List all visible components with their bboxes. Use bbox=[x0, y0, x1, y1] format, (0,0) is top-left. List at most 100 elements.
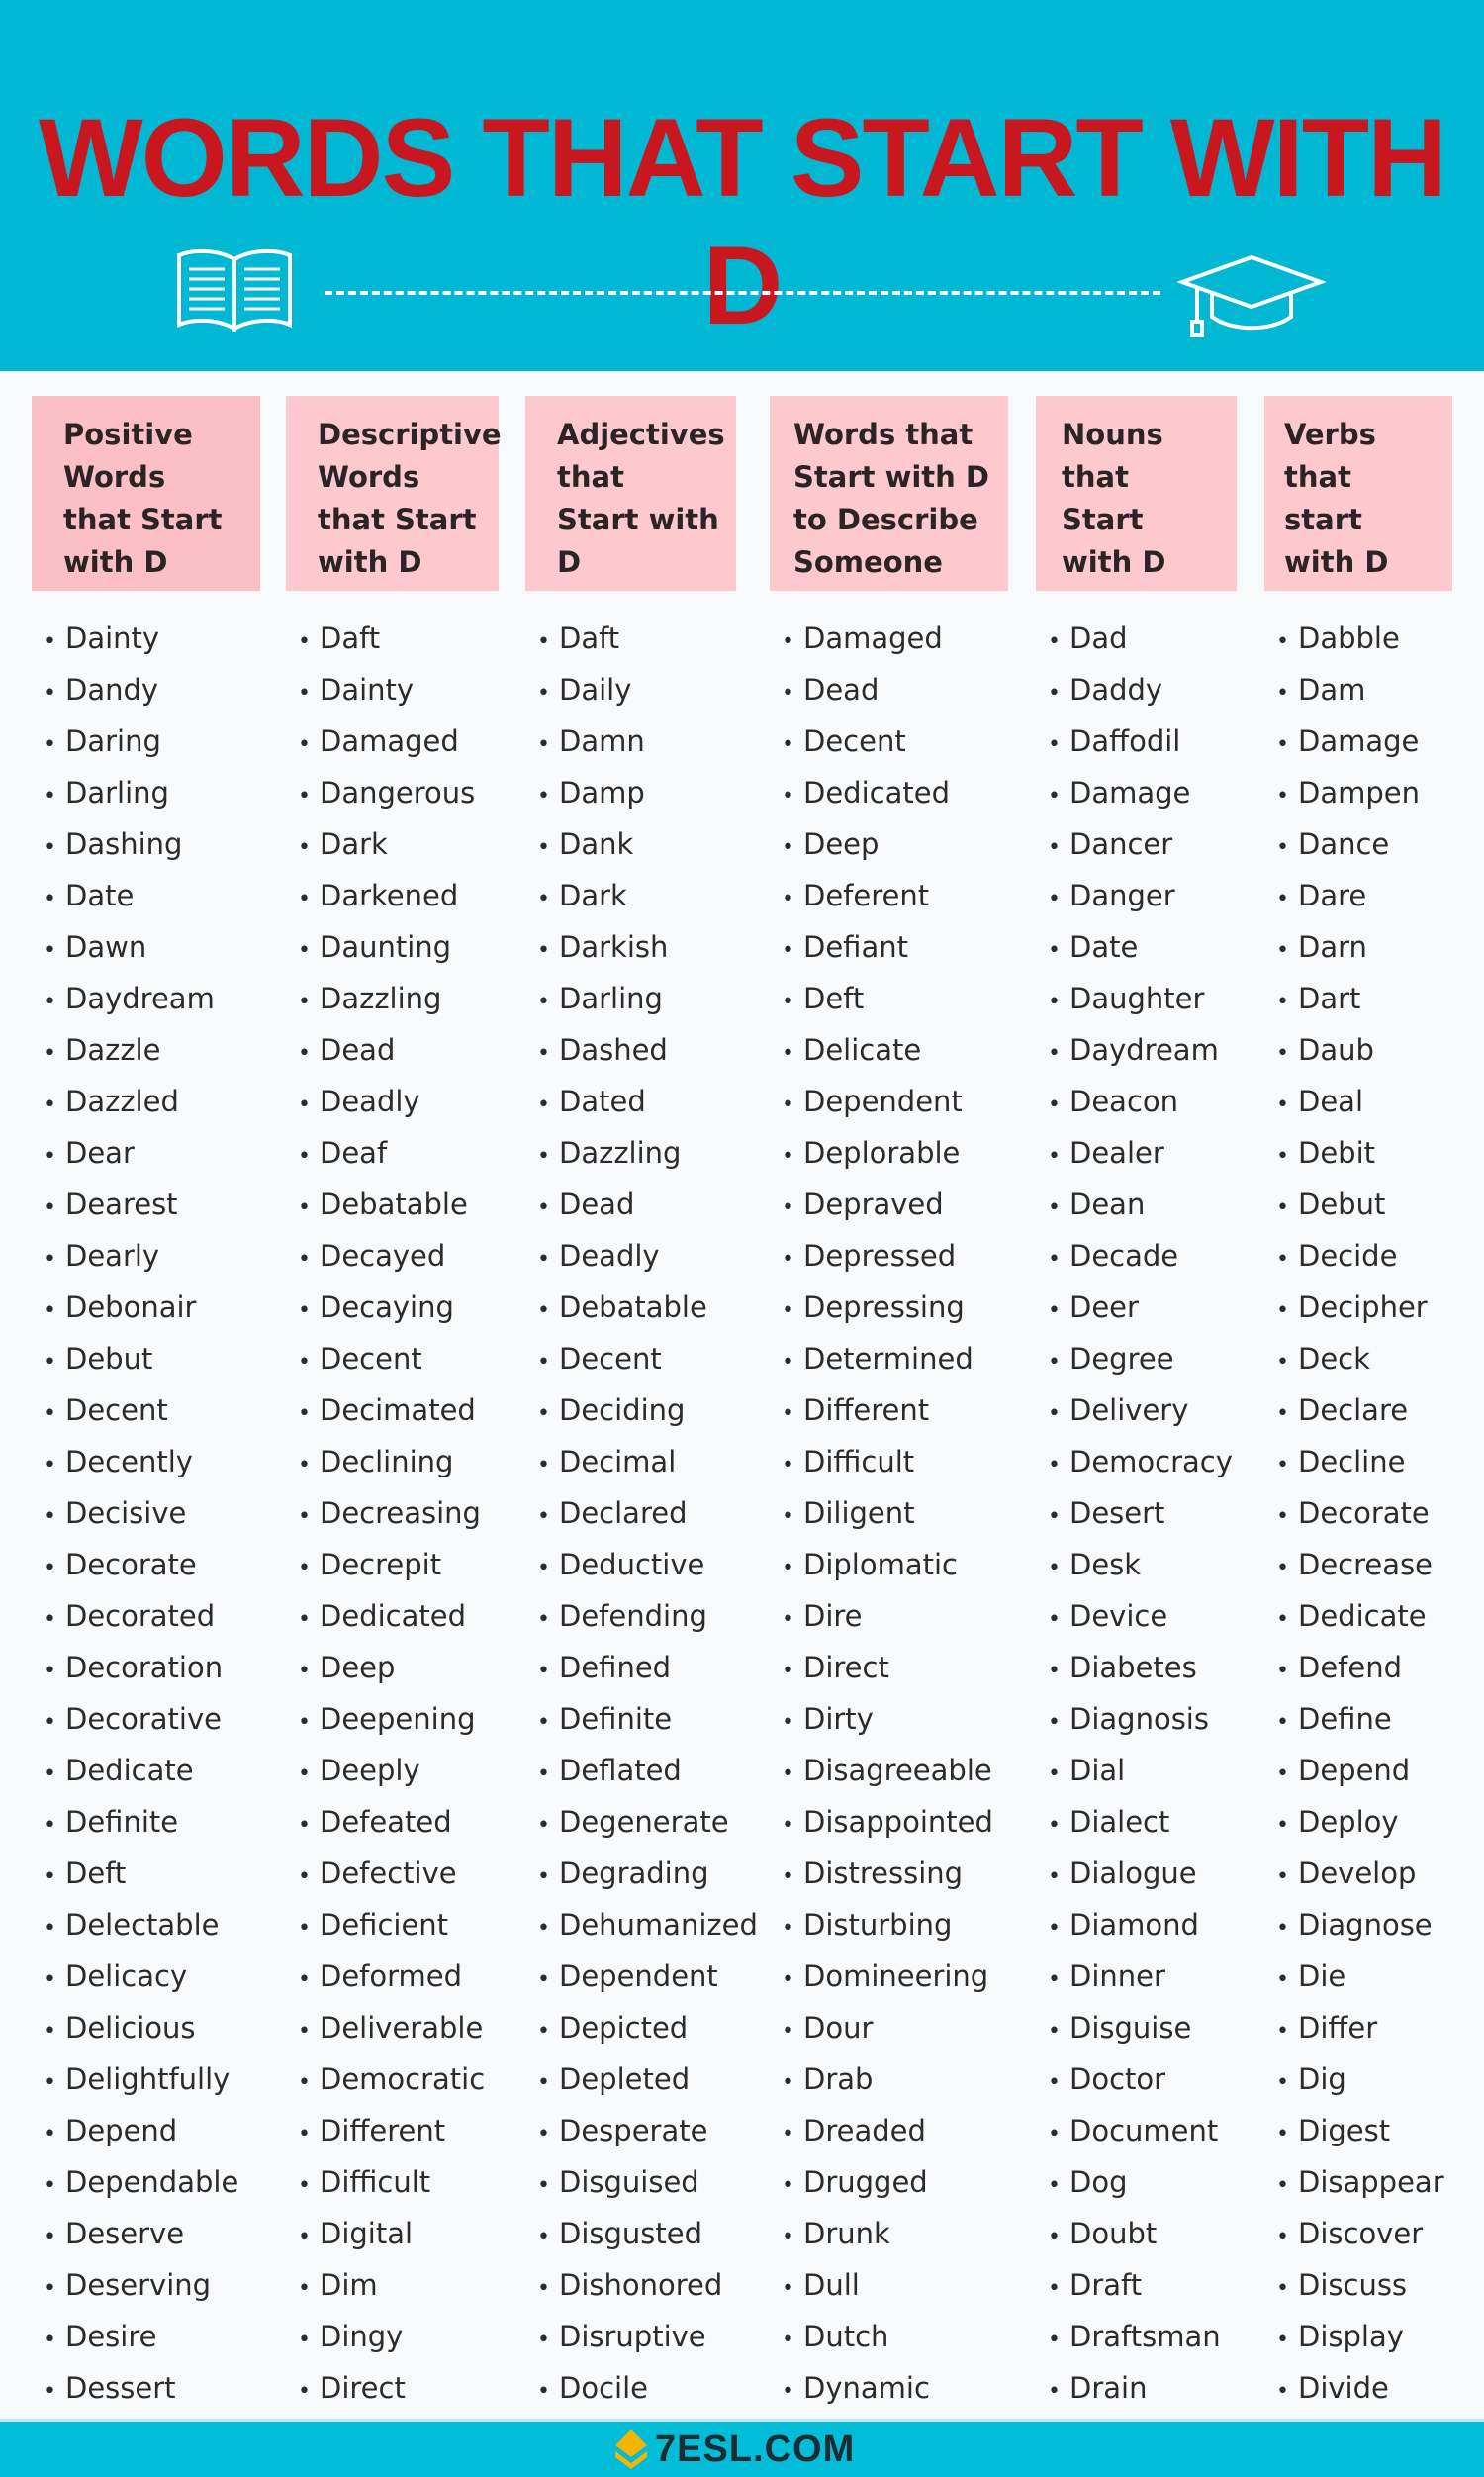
word-item: Deserving bbox=[32, 2259, 260, 2311]
word-item: Dire bbox=[770, 1590, 1008, 1642]
word-item: Dabble bbox=[1264, 613, 1452, 664]
word-item: Dart bbox=[1264, 973, 1452, 1024]
word-item: Decimated bbox=[286, 1384, 499, 1436]
word-item: Deformed bbox=[286, 1951, 499, 2002]
word-item: Depressing bbox=[770, 1282, 1008, 1333]
word-item: Divide bbox=[1264, 2362, 1452, 2414]
word-item: Deferent bbox=[770, 870, 1008, 921]
word-item: Drab bbox=[770, 2053, 1008, 2105]
word-item: Dependable bbox=[32, 2156, 260, 2208]
word-item: Daily bbox=[525, 664, 736, 715]
word-item: Date bbox=[32, 870, 260, 921]
word-item: Depressed bbox=[770, 1230, 1008, 1282]
column-header: Nouns that Start with D bbox=[1036, 396, 1237, 591]
word-item: Dated bbox=[525, 1076, 736, 1127]
heading-line: Start with D bbox=[793, 460, 989, 494]
word-item: Defined bbox=[525, 1642, 736, 1693]
word-item: Dynamic bbox=[770, 2362, 1008, 2414]
heading-line: Descriptive bbox=[318, 418, 502, 451]
word-item: Deplorable bbox=[770, 1127, 1008, 1179]
word-item: Diabetes bbox=[1036, 1642, 1237, 1693]
word-item: Display bbox=[1264, 2311, 1452, 2362]
word-item: Dawn bbox=[32, 921, 260, 973]
word-item: Dashed bbox=[525, 1024, 736, 1076]
word-list: DaftDaintyDamagedDangerousDarkDarkenedDa… bbox=[286, 613, 499, 2414]
word-item: Disruptive bbox=[525, 2311, 736, 2362]
word-item: Deliverable bbox=[286, 2002, 499, 2053]
dashed-divider bbox=[325, 291, 1160, 295]
word-item: Draft bbox=[1036, 2259, 1237, 2311]
word-item: Domineering bbox=[770, 1951, 1008, 2002]
word-item: Debatable bbox=[286, 1179, 499, 1230]
word-item: Daydream bbox=[32, 973, 260, 1024]
word-item: Doubt bbox=[1036, 2208, 1237, 2259]
word-item: Deaf bbox=[286, 1127, 499, 1179]
word-item: Difficult bbox=[770, 1436, 1008, 1487]
word-item: Decide bbox=[1264, 1230, 1452, 1282]
word-item: Dialect bbox=[1036, 1796, 1237, 1848]
word-item: Dedicated bbox=[286, 1590, 499, 1642]
footer: 7ESL.COM bbox=[0, 2419, 1484, 2477]
word-item: Daffodil bbox=[1036, 715, 1237, 767]
word-item: Debut bbox=[1264, 1179, 1452, 1230]
header-banner: WORDS THAT START WITH D bbox=[0, 0, 1484, 371]
word-item: Debut bbox=[32, 1333, 260, 1384]
word-item: Decent bbox=[32, 1384, 260, 1436]
word-item: Decreasing bbox=[286, 1487, 499, 1539]
word-item: Dampen bbox=[1264, 767, 1452, 818]
heading-line: Verbs bbox=[1284, 418, 1376, 451]
word-item: Decrepit bbox=[286, 1539, 499, 1590]
word-item: Dependent bbox=[525, 1951, 736, 2002]
word-item: Dinner bbox=[1036, 1951, 1237, 2002]
word-item: Decorate bbox=[1264, 1487, 1452, 1539]
word-item: Declining bbox=[286, 1436, 499, 1487]
column-verbs: Verbs that start with D DabbleDamDamageD… bbox=[1264, 396, 1452, 2414]
word-item: Diagnosis bbox=[1036, 1693, 1237, 1745]
column-header: Positive Words that Start with D bbox=[32, 396, 260, 591]
word-item: Deer bbox=[1036, 1282, 1237, 1333]
word-item: Dam bbox=[1264, 664, 1452, 715]
word-list: DaintyDandyDaringDarlingDashingDateDawnD… bbox=[32, 613, 260, 2414]
word-item: Direct bbox=[286, 2362, 499, 2414]
word-item: Decipher bbox=[1264, 1282, 1452, 1333]
word-item: Debit bbox=[1264, 1127, 1452, 1179]
word-item: Diagnose bbox=[1264, 1899, 1452, 1951]
word-item: Degree bbox=[1036, 1333, 1237, 1384]
word-item: Deadly bbox=[525, 1230, 736, 1282]
word-item: Defend bbox=[1264, 1642, 1452, 1693]
word-item: Deck bbox=[1264, 1333, 1452, 1384]
heading-line: Someone bbox=[793, 545, 943, 579]
word-item: Defeated bbox=[286, 1796, 499, 1848]
word-item: Dedicate bbox=[32, 1745, 260, 1796]
word-item: Dear bbox=[32, 1127, 260, 1179]
word-item: Definite bbox=[32, 1796, 260, 1848]
word-item: Desire bbox=[32, 2311, 260, 2362]
word-item: Darkened bbox=[286, 870, 499, 921]
word-item: Disguise bbox=[1036, 2002, 1237, 2053]
word-item: Decrease bbox=[1264, 1539, 1452, 1590]
word-item: Desert bbox=[1036, 1487, 1237, 1539]
word-item: Dishonored bbox=[525, 2259, 736, 2311]
word-item: Draftsman bbox=[1036, 2311, 1237, 2362]
heading-line: Words bbox=[318, 460, 420, 494]
heading-line: that bbox=[1062, 460, 1129, 494]
heading-line: Start bbox=[1062, 503, 1144, 536]
word-item: Daunting bbox=[286, 921, 499, 973]
graduation-cap-icon bbox=[1177, 254, 1326, 337]
word-item: Drain bbox=[1036, 2362, 1237, 2414]
word-list: DaftDailyDamnDampDankDarkDarkishDarlingD… bbox=[525, 613, 758, 2414]
column-header: Verbs that start with D bbox=[1264, 396, 1452, 591]
word-item: Drugged bbox=[770, 2156, 1008, 2208]
word-item: Disgusted bbox=[525, 2208, 736, 2259]
word-item: Dutch bbox=[770, 2311, 1008, 2362]
word-item: Damage bbox=[1264, 715, 1452, 767]
word-item: Dig bbox=[1264, 2053, 1452, 2105]
word-item: Direct bbox=[770, 1642, 1008, 1693]
word-item: Dessert bbox=[32, 2362, 260, 2414]
word-item: Decoration bbox=[32, 1642, 260, 1693]
column-adjectives: Adjectives that Start with D DaftDailyDa… bbox=[525, 396, 758, 2414]
word-item: Doctor bbox=[1036, 2053, 1237, 2105]
word-item: Deserve bbox=[32, 2208, 260, 2259]
word-item: Decisive bbox=[32, 1487, 260, 1539]
word-item: Deflated bbox=[525, 1745, 736, 1796]
